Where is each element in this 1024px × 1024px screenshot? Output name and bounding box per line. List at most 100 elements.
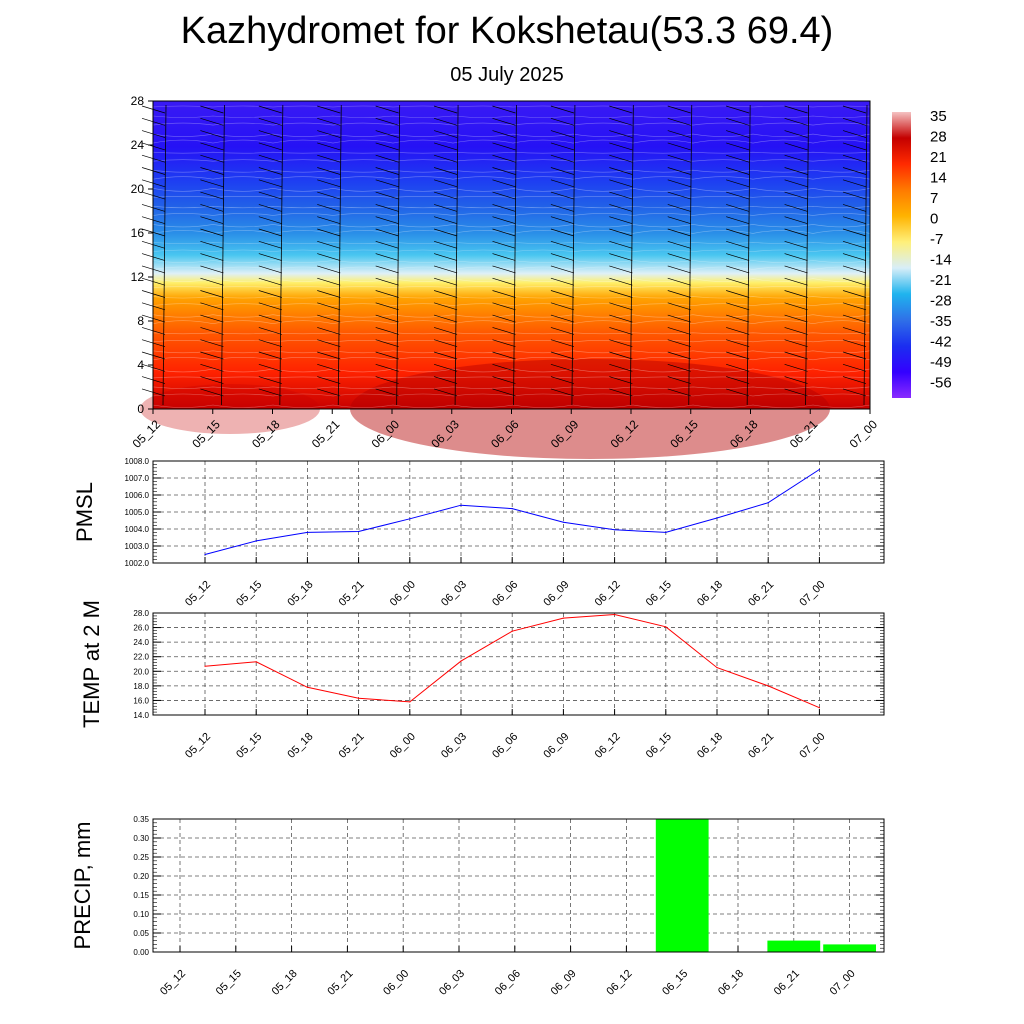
wind-barb xyxy=(667,290,691,298)
wind-barb xyxy=(200,302,224,311)
wind-barb xyxy=(375,302,399,311)
wind-barb xyxy=(784,327,808,335)
wind-barb xyxy=(200,179,224,188)
wind-barb xyxy=(375,216,399,225)
pmsl-point xyxy=(306,531,308,534)
wind-barb xyxy=(258,105,282,114)
temp-panel: 14.0 16.0 18.0 20.0 22.0 24.0 26.0 28.0 05_12 05_… xyxy=(79,600,885,761)
x-tick-label: 06_09 xyxy=(541,731,571,761)
temp-point xyxy=(716,667,718,669)
wind-barb-shaft xyxy=(396,104,401,406)
temp-point xyxy=(409,701,411,703)
y-tick-label: 1007.0 xyxy=(125,474,150,483)
wind-barb-shaft xyxy=(746,104,751,406)
wind-barb-shaft xyxy=(629,104,634,406)
wind-barb xyxy=(609,154,633,163)
precip-bar xyxy=(823,944,876,952)
wind-barb xyxy=(492,363,516,372)
wind-barb xyxy=(433,117,458,126)
wind-barb xyxy=(842,216,867,225)
wind-barb xyxy=(609,327,633,335)
temp-point xyxy=(460,660,462,662)
wind-barb xyxy=(609,302,633,311)
temp-point xyxy=(255,661,257,663)
wind-barb xyxy=(375,167,399,175)
wind-barb xyxy=(609,277,633,286)
wind-barb xyxy=(784,228,808,237)
y-tick-label: 1003.0 xyxy=(125,542,150,551)
temp-point xyxy=(562,617,565,619)
wind-barb xyxy=(784,167,808,175)
wind-barb xyxy=(258,130,282,138)
wind-barb xyxy=(784,142,808,151)
wind-barb xyxy=(550,130,575,138)
wind-barb xyxy=(609,339,633,348)
wind-barb xyxy=(317,302,341,311)
wind-barb xyxy=(784,265,808,274)
wind-barb xyxy=(200,314,224,323)
contour-line xyxy=(152,404,871,408)
wind-barb xyxy=(375,265,399,274)
wind-barb xyxy=(609,130,633,138)
x-tick-label: 05_21 xyxy=(337,731,367,761)
wind-barb xyxy=(667,277,691,286)
y-tick-label: 0 xyxy=(137,402,144,416)
wind-barb xyxy=(550,351,575,360)
wind-barb xyxy=(726,290,750,298)
wind-barb xyxy=(667,142,691,151)
contour-line xyxy=(152,266,871,270)
contour-line xyxy=(152,286,871,288)
y-tick-label: 16.0 xyxy=(133,696,149,705)
wind-barb xyxy=(784,376,808,384)
pmsl-point xyxy=(409,518,411,520)
wind-barb xyxy=(667,228,691,237)
wind-barb xyxy=(200,277,224,286)
contour-line xyxy=(152,393,871,397)
wind-barb xyxy=(492,191,516,200)
y-tick-label: 16 xyxy=(131,226,145,240)
colorbar-label: -49 xyxy=(930,354,952,371)
contour-line xyxy=(152,151,871,154)
wind-barb xyxy=(258,167,282,175)
wind-barb xyxy=(784,105,808,114)
wind-barb xyxy=(667,363,691,372)
wind-barb xyxy=(433,253,458,261)
contour-line xyxy=(152,105,871,108)
wind-barb xyxy=(317,204,341,212)
contour-line xyxy=(152,314,871,318)
wind-barb xyxy=(200,142,224,151)
wind-barb xyxy=(200,130,224,138)
contour-line xyxy=(152,278,871,282)
wind-barb xyxy=(784,302,808,311)
x-tick-label: 06_03 xyxy=(439,731,469,761)
wind-barb xyxy=(433,277,458,286)
wind-barb xyxy=(726,339,750,348)
wind-barb xyxy=(200,376,224,384)
wind-barb xyxy=(375,105,399,114)
wind-barb xyxy=(609,204,633,212)
y-tick-label: 1002.0 xyxy=(125,559,150,568)
wind-barb xyxy=(375,363,399,372)
wind-barb xyxy=(784,314,808,323)
wind-barb xyxy=(550,363,575,372)
colorbar-label: -56 xyxy=(930,375,952,392)
contour-line xyxy=(152,332,871,335)
colorbar-label: 28 xyxy=(930,129,947,146)
wind-barb xyxy=(258,265,282,274)
wind-barb xyxy=(433,363,458,372)
wind-barb xyxy=(842,179,867,188)
wind-barb xyxy=(433,228,458,237)
wind-barb xyxy=(609,265,633,274)
wind-barb xyxy=(433,388,458,397)
wind-barb xyxy=(550,339,575,348)
colorbar-label: -14 xyxy=(930,252,952,269)
wind-barb xyxy=(609,388,633,397)
y-tick-label: 24 xyxy=(131,138,145,152)
wind-barb xyxy=(726,314,750,323)
wind-barb xyxy=(375,228,399,237)
wind-barb xyxy=(492,314,516,323)
wind-barb-shaft xyxy=(863,104,868,406)
pmsl-point xyxy=(255,540,257,542)
wind-barb xyxy=(726,351,750,360)
